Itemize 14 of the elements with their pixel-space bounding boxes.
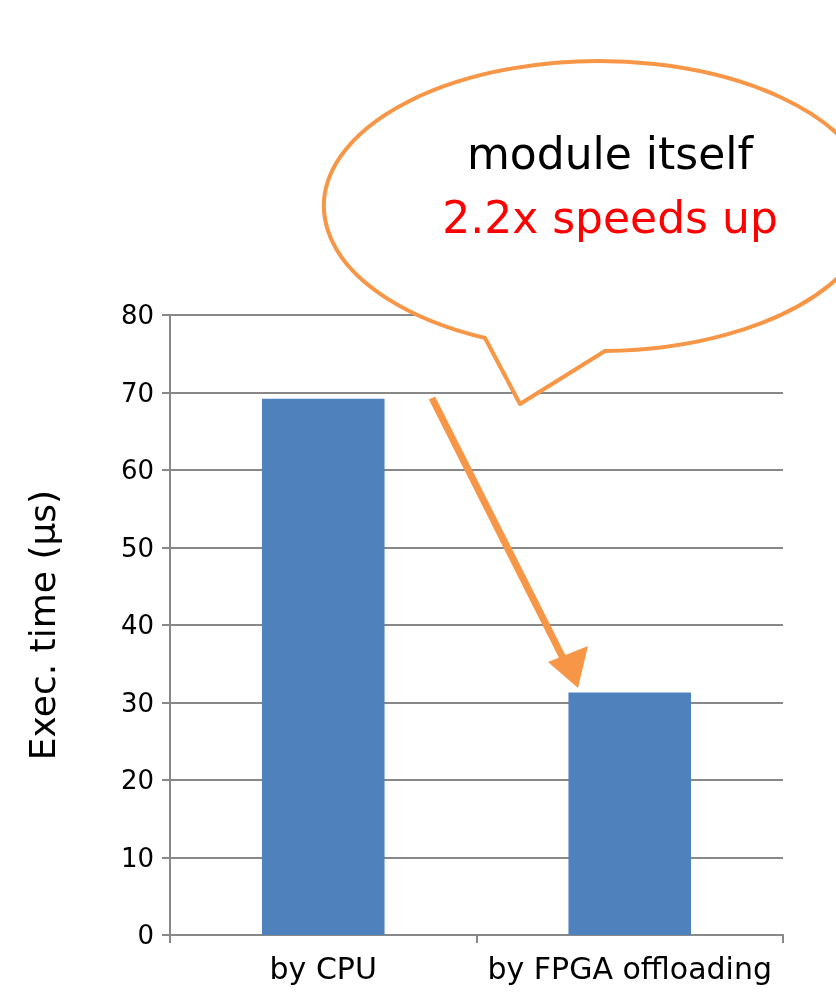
y-tick-label: 30 (120, 687, 154, 718)
x-tick-label: by CPU (269, 950, 377, 986)
y-tick-label: 10 (120, 842, 154, 873)
y-tick-label: 70 (120, 377, 154, 408)
text: module itself (465, 128, 755, 179)
y-tick-label: 20 (120, 765, 154, 795)
y-tick-label: 60 (120, 455, 154, 485)
y-tick-label: 0 (137, 920, 154, 950)
text: 2.2x speeds up (441, 192, 779, 243)
x-tick-label: by FPGA offloading (487, 950, 773, 986)
y-tick-label: 50 (120, 532, 154, 563)
y-tick-label: 80 (120, 300, 154, 330)
y-tick-label: 40 (120, 610, 154, 640)
y-axis-title: Exec. time (μs) (21, 489, 63, 761)
